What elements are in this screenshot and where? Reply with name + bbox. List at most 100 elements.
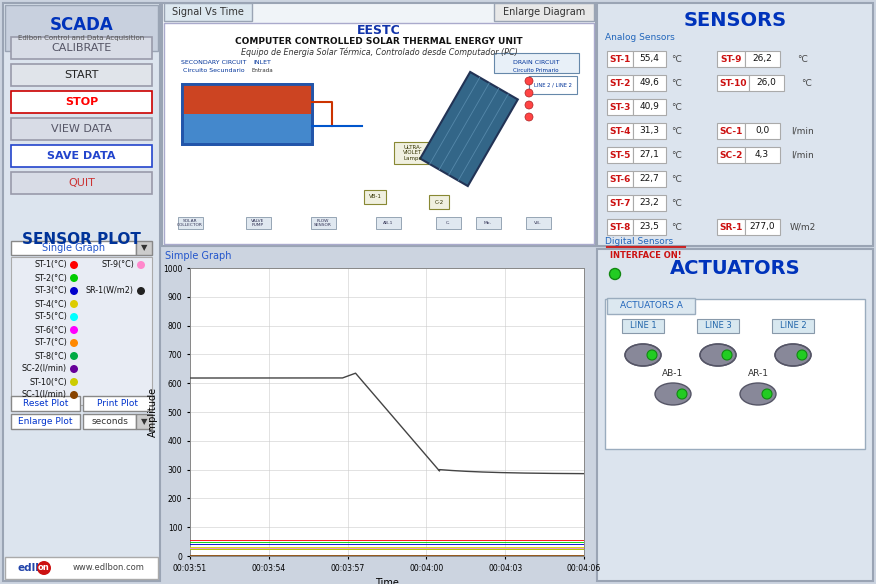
FancyBboxPatch shape [476, 217, 501, 229]
FancyBboxPatch shape [717, 51, 745, 67]
FancyBboxPatch shape [164, 3, 252, 21]
Text: Mb-: Mb- [484, 221, 492, 225]
Text: VIEW DATA: VIEW DATA [51, 124, 112, 134]
FancyBboxPatch shape [607, 51, 633, 67]
Text: SOLAR
COLLECTOR: SOLAR COLLECTOR [177, 218, 203, 227]
Text: °C: °C [672, 175, 682, 183]
FancyBboxPatch shape [772, 319, 814, 333]
Text: ST-6: ST-6 [610, 175, 631, 183]
FancyBboxPatch shape [11, 257, 152, 405]
Text: ▼: ▼ [141, 417, 147, 426]
FancyBboxPatch shape [136, 414, 152, 429]
Text: Circuito Secundario: Circuito Secundario [183, 68, 244, 74]
FancyBboxPatch shape [494, 53, 579, 73]
Circle shape [525, 89, 533, 97]
FancyBboxPatch shape [3, 3, 160, 581]
FancyBboxPatch shape [394, 142, 432, 164]
Text: ST-3: ST-3 [610, 103, 631, 112]
FancyBboxPatch shape [311, 217, 336, 229]
Text: AB-1: AB-1 [383, 221, 393, 225]
Text: ▼: ▼ [141, 244, 147, 252]
FancyBboxPatch shape [633, 75, 666, 91]
Text: °C: °C [672, 78, 682, 88]
FancyBboxPatch shape [607, 123, 633, 139]
Text: ST-10(°C): ST-10(°C) [29, 377, 67, 387]
FancyBboxPatch shape [11, 37, 152, 59]
FancyBboxPatch shape [11, 145, 152, 167]
Y-axis label: Amplitude: Amplitude [147, 387, 158, 437]
FancyBboxPatch shape [633, 171, 666, 187]
Text: SECONDARY CIRCUIT: SECONDARY CIRCUIT [181, 61, 247, 65]
Text: LINE 3: LINE 3 [704, 322, 731, 331]
Text: Signal Vs Time: Signal Vs Time [172, 7, 244, 17]
Text: on: on [39, 564, 50, 572]
Text: COMPUTER CONTROLLED SOLAR THERMAL ENERGY UNIT: COMPUTER CONTROLLED SOLAR THERMAL ENERGY… [235, 37, 523, 47]
Text: ST-9(°C): ST-9(°C) [101, 260, 134, 269]
FancyBboxPatch shape [633, 99, 666, 115]
FancyBboxPatch shape [11, 241, 136, 255]
Text: Enlarge Plot: Enlarge Plot [18, 417, 73, 426]
Circle shape [70, 274, 78, 282]
Text: FLOW
SENSOR: FLOW SENSOR [314, 218, 332, 227]
FancyBboxPatch shape [633, 219, 666, 235]
Text: C-: C- [446, 221, 450, 225]
Text: SCADA: SCADA [50, 16, 113, 34]
FancyBboxPatch shape [622, 319, 664, 333]
FancyBboxPatch shape [607, 75, 633, 91]
FancyBboxPatch shape [429, 195, 449, 209]
FancyBboxPatch shape [607, 99, 633, 115]
Circle shape [37, 561, 51, 575]
Circle shape [797, 350, 807, 360]
X-axis label: Time: Time [375, 578, 399, 584]
Text: SENSORS: SENSORS [683, 12, 787, 30]
Text: Analog Sensors: Analog Sensors [605, 33, 675, 41]
Text: Print Plot: Print Plot [97, 399, 138, 408]
Text: Digital Sensors: Digital Sensors [605, 238, 673, 246]
Text: AB-1: AB-1 [662, 369, 683, 377]
Circle shape [70, 287, 78, 295]
Text: ST-7: ST-7 [609, 199, 631, 207]
FancyBboxPatch shape [162, 3, 596, 246]
FancyBboxPatch shape [717, 75, 749, 91]
Circle shape [70, 352, 78, 360]
Text: EESTC: EESTC [357, 25, 401, 37]
Ellipse shape [700, 344, 736, 366]
FancyBboxPatch shape [745, 123, 780, 139]
Text: ACTUATORS A: ACTUATORS A [619, 301, 682, 311]
Text: www.edlbon.com: www.edlbon.com [73, 564, 145, 572]
Text: 27,1: 27,1 [639, 151, 659, 159]
Circle shape [610, 269, 620, 280]
Text: LINE 2: LINE 2 [780, 322, 806, 331]
Circle shape [137, 261, 145, 269]
Text: 4,3: 4,3 [755, 151, 769, 159]
Text: 26,0: 26,0 [756, 78, 776, 88]
FancyBboxPatch shape [745, 147, 780, 163]
Text: ST-4(°C): ST-4(°C) [34, 300, 67, 308]
FancyBboxPatch shape [494, 3, 594, 21]
Text: Circuito Primario: Circuito Primario [513, 68, 559, 74]
Text: 23,5: 23,5 [639, 223, 659, 231]
Text: Reset Plot: Reset Plot [23, 399, 68, 408]
Text: seconds: seconds [91, 417, 128, 426]
Text: SC-1: SC-1 [719, 127, 743, 135]
Circle shape [722, 350, 732, 360]
Text: 55,4: 55,4 [639, 54, 659, 64]
FancyBboxPatch shape [436, 217, 461, 229]
FancyBboxPatch shape [697, 319, 739, 333]
Text: 26,2: 26,2 [752, 54, 772, 64]
FancyBboxPatch shape [11, 91, 152, 113]
Text: SC-2(l/min): SC-2(l/min) [22, 364, 67, 374]
Text: edlb: edlb [17, 563, 43, 573]
FancyBboxPatch shape [182, 84, 312, 144]
Text: ST-2(°C): ST-2(°C) [34, 273, 67, 283]
Circle shape [647, 350, 657, 360]
FancyBboxPatch shape [633, 123, 666, 139]
FancyBboxPatch shape [717, 147, 745, 163]
Text: l/min: l/min [792, 151, 815, 159]
Text: ST-10: ST-10 [719, 78, 746, 88]
Text: STOP: STOP [65, 97, 98, 107]
FancyBboxPatch shape [5, 5, 158, 51]
Text: AR-1: AR-1 [747, 369, 768, 377]
Text: 0,0: 0,0 [755, 127, 769, 135]
FancyBboxPatch shape [607, 147, 633, 163]
